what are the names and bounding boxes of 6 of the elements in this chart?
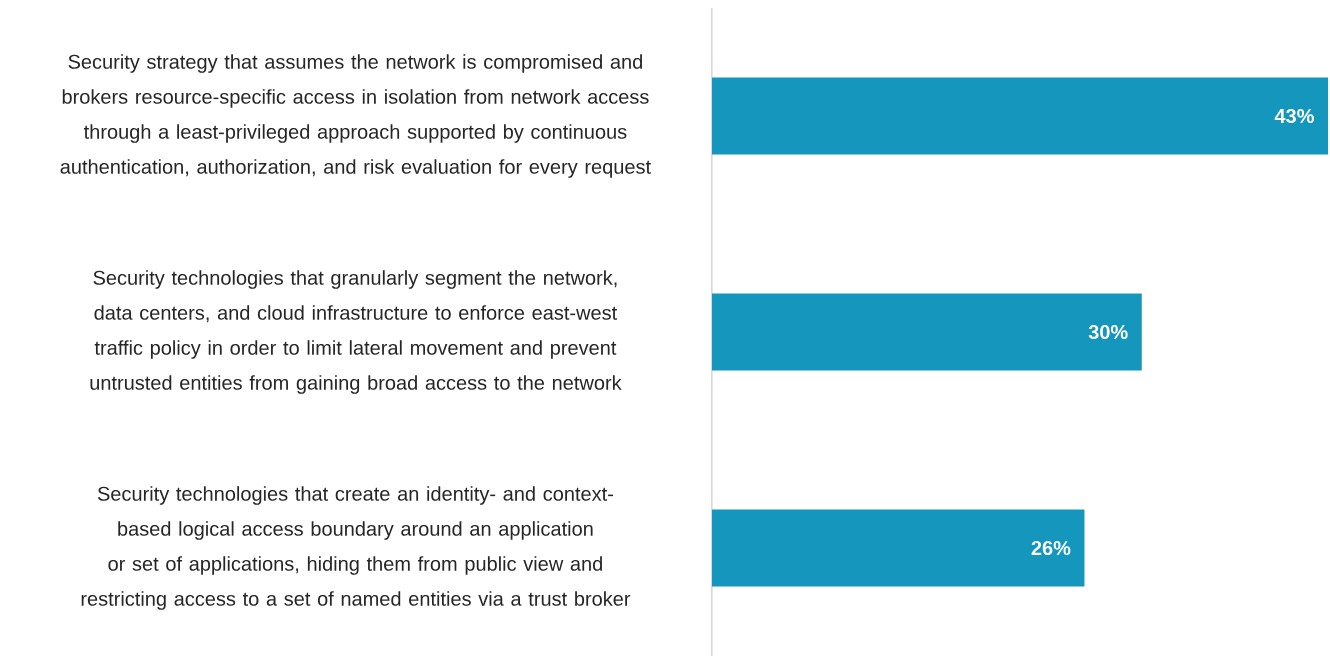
y-tick-label: Security technologies that granularly segment the network, data centers, and cloud infrastructure to enforce east-west traffic policy in order to limit lateral movement and prevent untrusted entities from gaining broad access to the network [90,270,622,395]
y-tick-label: Security strategy that assumes the network is compromised and brokers resource-specific access in isolation from network access through a least-privileged approach supported by continuous authentication, authorization, and risk evaluation for every request [60,54,651,179]
y-tick-label: Security technologies that create an identity- and context-based logical access boundary around an application or set of applications, hiding them from public view and restricting access to a set of named entities via a trust broker [81,486,631,611]
data-label: 43% [1274,109,1314,124]
data-label: 26% [1031,541,1071,556]
data-label: 30% [1088,325,1128,340]
